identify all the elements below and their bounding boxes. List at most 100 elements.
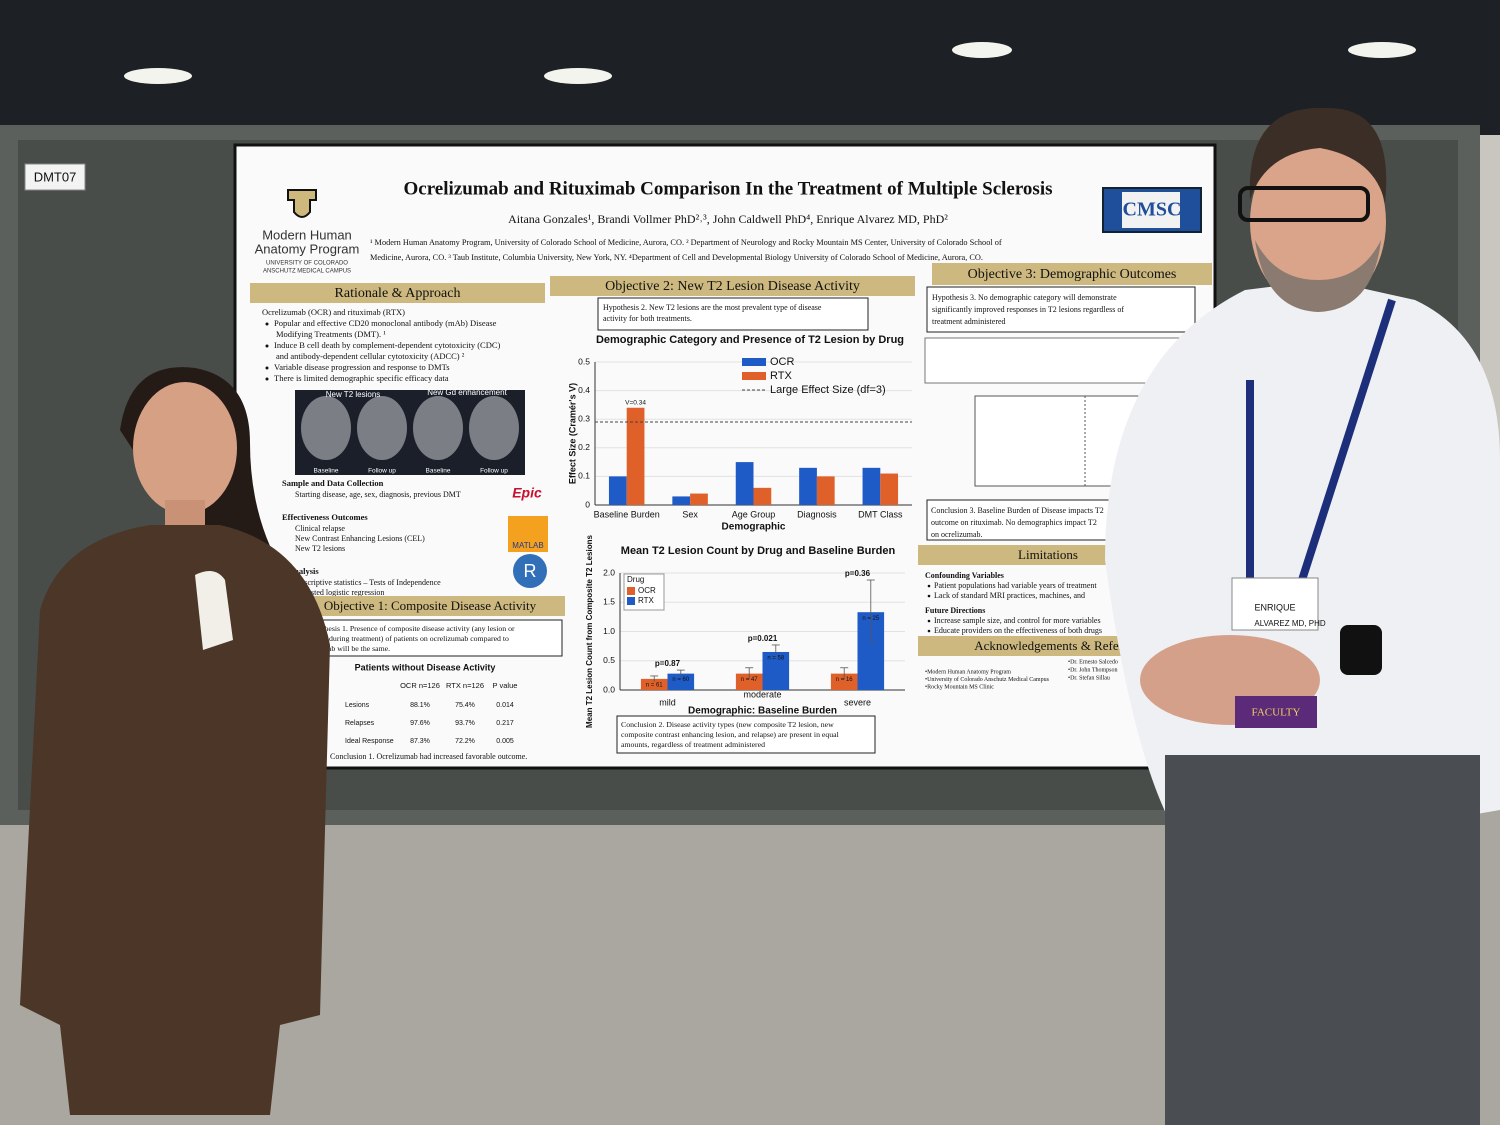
legend-swatch [627, 587, 635, 595]
hypothesis-text: Hypothesis 2. New T2 lesions are the mos… [603, 303, 822, 312]
section-heading: Rationale & Approach [335, 286, 461, 301]
n-label: n = 60 [672, 677, 690, 683]
limitation-heading: Confounding Variables [925, 571, 1004, 580]
table-header: RTX n=126 [446, 681, 484, 690]
poster-title: Ocrelizumab and Rituximab Comparison In … [404, 178, 1053, 199]
logo-text: Modern Human [262, 227, 352, 242]
people: ENRIQUE ALVAREZ MD, PHD FACULTY [20, 107, 1500, 1125]
y-tick-label: 1.0 [603, 626, 615, 636]
method-heading: Effectiveness Outcomes [282, 512, 368, 522]
n-label: n = 16 [836, 677, 854, 683]
method-item: Clinical relapse [295, 524, 345, 533]
y-tick-label: 0.5 [603, 655, 615, 665]
p-label: p=0.87 [655, 659, 681, 668]
bullet [265, 377, 269, 381]
cmsc-inner [1122, 192, 1180, 228]
logo-text: ANSCHUTZ MEDICAL CAMPUS [263, 269, 351, 275]
body-text: Ocrelizumab (OCR) and rituximab (RTX) [262, 307, 405, 317]
bar [753, 487, 772, 505]
badge-ribbon [1235, 696, 1317, 728]
bar [672, 496, 691, 505]
man-shirt [1105, 280, 1500, 822]
hypothesis-text: Hypothesis 1. Presence of composite dise… [305, 624, 515, 633]
x-tick-label: DMT Class [858, 509, 903, 519]
section-header-band [250, 283, 545, 303]
chart-title: Mean T2 Lesion Count by Drug and Baselin… [621, 545, 896, 557]
bullet [265, 366, 269, 370]
y-tick-label: 0.1 [578, 471, 590, 481]
booth-tag [24, 163, 86, 191]
limitation-item: Lack of standard MRI practices, machines… [934, 591, 1085, 600]
section-header-band [550, 276, 915, 296]
hypothesis-box [299, 619, 563, 657]
y-axis-label: Mean T2 Lesion Count from Composite T2 L… [585, 534, 594, 727]
n-label: n = 47 [741, 677, 759, 683]
legend-label: RTX [638, 596, 655, 605]
mri-label: New T2 lesions [326, 390, 381, 399]
method-item: New Contrast Enhancing Lesions (CEL) [295, 534, 425, 543]
hypothesis-text: activity for both treatments. [603, 314, 692, 323]
table-header: OCR n=126 [400, 681, 440, 690]
conclusion-text: outcome on rituximab. No demographics im… [931, 518, 1097, 527]
x-tick-label: Diagnosis [797, 509, 837, 519]
light [1348, 42, 1416, 58]
hypothesis-box [597, 297, 869, 331]
method-heading: Analysis [288, 566, 319, 576]
method-heading: Sample and Data Collection [282, 478, 384, 488]
conclusion-text: amounts, regardless of treatment adminis… [621, 740, 765, 749]
p-label: p=0.021 [748, 634, 778, 643]
legend-label: RTX [770, 370, 792, 382]
bullet [927, 629, 931, 633]
cmsc-text: CMSC [1123, 199, 1182, 221]
ack-text: •Dr. John Thompson [1068, 667, 1118, 673]
bullet-text: Modifying Treatments (DMT). ¹ [276, 329, 386, 339]
conclusion-text: Conclusion 1. Ocrelizumab had increased … [330, 752, 527, 761]
table-cell: 0.217 [496, 720, 514, 727]
poster-authors: Aitana Gonzales¹, Brandi Vollmer PhD²˒³,… [508, 212, 948, 226]
hypothesis-text: rituximab will be the same. [305, 644, 390, 653]
watch [1340, 625, 1382, 675]
section-header-band [295, 596, 565, 616]
legend-swatch [627, 597, 635, 605]
table-cell: 87.3% [410, 738, 430, 745]
section-heading: Acknowledgements & References [974, 638, 1152, 653]
method-item: Adjusted logistic regression [295, 588, 384, 597]
hypothesis-text: treatment administered [932, 317, 1006, 326]
mri-caption: Follow up [480, 468, 508, 475]
bar [640, 678, 668, 690]
bullet [927, 619, 931, 623]
conclusion-text: Conclusion 3. Baseline Burden of Disease… [931, 506, 1104, 515]
ack-text: •University of Colorado Anschutz Medical… [925, 676, 1050, 683]
conclusion-box [926, 499, 1138, 541]
y-tick-label: 0.0 [603, 684, 615, 694]
table-cell: Lesions [345, 702, 370, 709]
x-tick-label: Age Group [732, 509, 776, 519]
table-cell: 72.2% [455, 738, 475, 745]
lanyard [1246, 298, 1396, 582]
forest-plot [974, 395, 1141, 487]
bullet-text: Variable disease progression and respons… [274, 362, 450, 372]
mri-scan [301, 396, 351, 460]
tool-logo: MATLAB [512, 541, 543, 550]
hypothesis-box [926, 286, 1196, 333]
bullet [927, 594, 931, 598]
logo-text: Anatomy Program [255, 241, 360, 256]
section-heading: Objective 1: Composite Disease Activity [324, 598, 537, 613]
mri-scan [469, 396, 519, 460]
y-tick-label: 0.2 [578, 442, 590, 452]
bar [735, 673, 763, 690]
legend-swatch [742, 358, 766, 366]
limitation-item: Increase sample size, and control for mo… [934, 616, 1101, 625]
limitation-item: Patient populations had variable years o… [934, 581, 1097, 590]
matlab-logo [508, 516, 548, 552]
mri-label: New Gd enhancement [427, 388, 507, 397]
y-axis-label: Effect Size (Cramér's V) [567, 383, 577, 484]
table-cell: Ideal Response [345, 738, 394, 745]
mri-caption: Baseline [314, 468, 339, 475]
bullet [265, 344, 269, 348]
legend-label: OCR [770, 356, 795, 368]
hypothesis-text: relapse during treatment) of patients on… [305, 634, 509, 643]
glasses [1238, 186, 1370, 222]
bar [862, 467, 881, 505]
